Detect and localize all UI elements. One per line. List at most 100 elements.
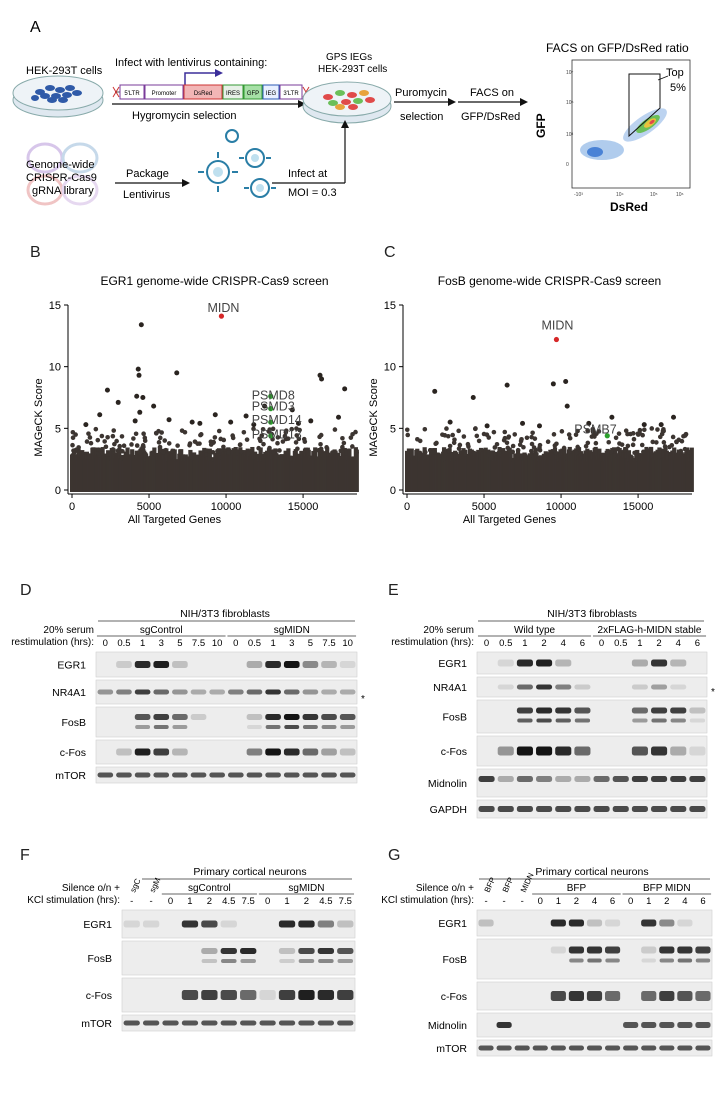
blot-band [568,946,585,954]
data-point [432,388,438,394]
lane-label: 2 [664,896,669,907]
blot-band-secondary [659,958,675,963]
blot-band-secondary [284,725,300,729]
group-label: sgMIDN [274,625,310,636]
lane-label: 7.5 [322,638,335,649]
blot-band [162,1020,179,1026]
blot-band [651,746,668,756]
blot-strip [95,766,358,784]
blot-band [153,714,170,720]
data-point [134,393,140,399]
x-tick-label: 0 [404,501,410,513]
blot-band [321,714,337,720]
protein-label: c-Fos [60,747,86,759]
asterisk-mark: * [361,694,365,705]
data-point [140,395,146,400]
blot-band [555,806,572,812]
highlight-point [268,393,274,399]
hek-dish-icon [12,75,104,118]
highlight-label: MIDN [207,301,239,315]
lane-label: 6 [700,896,705,907]
blot-strip [476,735,708,767]
svg-text:-10³: -10³ [574,192,583,198]
data-point [289,407,295,413]
lane-label: 0.5 [499,638,512,649]
blot-band-secondary [651,718,667,723]
blot-band [677,946,693,954]
y-tick-label: 10 [384,362,396,374]
lentiviral-construct: 5'LTR Promoter DsRed IRES GFP IEG 3'LTR [112,84,310,100]
blot-band-secondary [555,718,571,723]
arrowhead-icon [520,98,528,106]
time-label: restimulation (hrs): [11,637,94,648]
blot-band [612,776,629,782]
highlight-label: PSMD13 [252,428,302,442]
blot-band [337,920,354,928]
construct-gfp: GFP [247,91,259,97]
blot-band [116,689,132,695]
blot-band [568,919,585,927]
chart-title: FosB genome-wide CRISPR-Cas9 screen [438,274,661,288]
data-point [658,422,664,428]
lane-label: 3 [159,638,164,649]
blot-band-secondary [153,725,169,729]
blot-band [278,920,296,928]
lane-label: 4.5 [319,896,332,907]
lane-label: 0 [265,896,270,907]
blot-band [574,806,591,812]
y-tick-label: 0 [390,485,396,497]
protein-label: NR4A1 [433,682,467,694]
blot-band [574,746,591,756]
lane-label: 2 [304,896,309,907]
library-label-1: Genome-wide [26,159,94,171]
blot-band [514,1045,530,1051]
blot-band-secondary [240,959,256,963]
blot-band [623,1045,639,1051]
blot-band [516,659,533,667]
blot-band [651,684,668,690]
data-point [212,412,218,418]
blot-band [659,946,675,954]
blot-band [134,748,151,756]
blot-band [190,689,207,695]
blot-band [278,948,296,954]
blot-band [278,1020,296,1026]
data-point [671,414,677,420]
blot-band [220,948,237,954]
time-label: KCl stimulation (hrs): [381,895,474,906]
blot-band [201,948,218,954]
blot-band [641,946,657,954]
y-tick-label: 10 [49,362,61,374]
blot-band [220,990,237,1000]
data-point [228,419,234,425]
data-point [262,403,268,409]
chart-title: EGR1 genome-wide CRISPR-Cas9 screen [100,274,328,288]
construct-3ltr: 3'LTR [283,91,299,97]
blot-strip [121,940,356,976]
lane-label: 4.5 [222,896,235,907]
data-point [336,414,342,420]
data-point [151,403,157,409]
blot-band [651,806,668,812]
blot-band [593,776,610,782]
data-point [295,420,301,426]
blot-band [641,991,657,1001]
protein-label: FosB [61,717,86,729]
lane-label: - [521,896,524,907]
blot-band [209,772,226,778]
blot-band [265,772,281,778]
data-point [447,419,453,425]
blot-band [651,776,668,782]
blot-band [246,714,263,720]
y-tick-label: 5 [390,423,396,435]
data-point [319,376,325,382]
protein-label: GAPDH [430,804,467,816]
group-label: sgMIDN [288,883,324,894]
blot-band [695,991,711,1001]
group-label: BFP [567,883,587,894]
data-point [563,378,569,384]
blot-band [536,684,553,690]
blot-band [497,684,514,690]
y-axis-label: MAGeCK Score [368,378,380,456]
highlight-point [268,433,274,439]
